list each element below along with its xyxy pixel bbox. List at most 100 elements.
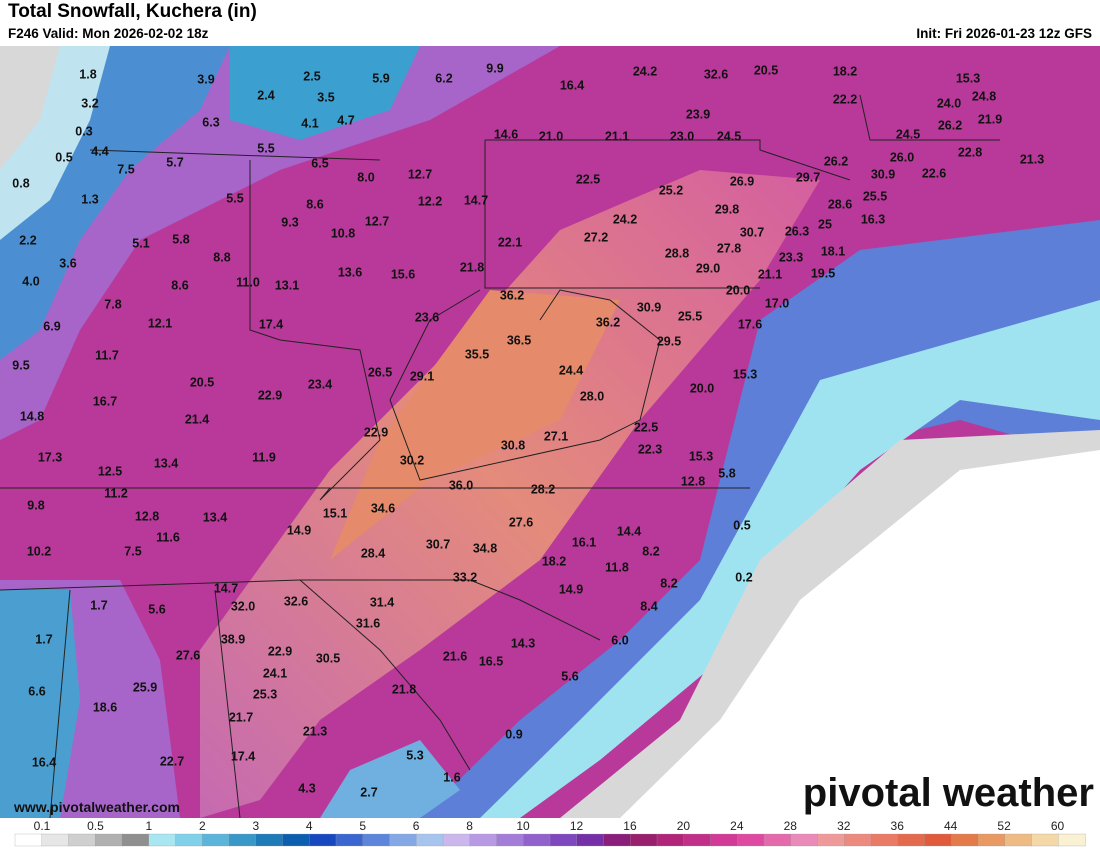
snowfall-label: 33.2 [453,570,477,584]
snowfall-label: 0.2 [735,570,752,584]
snowfall-label: 11.0 [236,275,260,289]
snowfall-label: 28.0 [580,389,604,403]
snowfall-label: 30.7 [426,537,450,551]
colorbar-cell [175,833,203,847]
snowfall-label: 8.6 [306,197,323,211]
snowfall-label: 8.6 [171,278,188,292]
colorbar-cell [309,833,337,847]
colorbar-label: 10 [516,819,530,833]
colorbar-cell [870,833,899,847]
snowfall-label: 26.9 [730,174,754,188]
snowfall-label: 12.8 [681,474,705,488]
snowfall-label: 12.2 [418,194,442,208]
colorbar-cell [844,833,872,847]
snowfall-label: 8.4 [640,599,657,613]
snowfall-label: 1.8 [79,67,96,81]
colorbar-label: 44 [944,819,958,833]
snowfall-label: 27.6 [176,648,200,662]
snowfall-label: 4.3 [298,781,315,795]
snowfall-label: 0.9 [505,727,522,741]
snowfall-label: 16.7 [93,394,117,408]
colorbar-label: 1 [146,819,153,833]
snowfall-label: 20.0 [690,381,714,395]
colorbar-cell [335,833,364,847]
snowfall-label: 36.2 [500,288,524,302]
snowfall-label: 17.0 [765,296,789,310]
colorbar-cell [549,833,578,847]
snowfall-label: 6.3 [202,115,219,129]
snowfall-label: 5.3 [406,748,423,762]
snowfall-label: 29.8 [715,202,739,216]
snowfall-label: 8.0 [357,170,374,184]
colorbar-cell [389,833,417,847]
snowfall-label: 26.0 [890,150,914,164]
snowfall-label: 1.3 [81,192,98,206]
snowfall-label: 22.8 [958,145,982,159]
snowfall-label: 5.1 [132,236,149,250]
snowfall-label: 5.5 [257,141,274,155]
snowfall-label: 29.0 [696,261,720,275]
snowfall-label: 14.9 [559,582,583,596]
snowfall-label: 9.8 [27,498,44,512]
snowfall-label: 1.7 [35,632,52,646]
snowfall-label: 21.8 [460,260,484,274]
colorbar-label: 24 [730,819,744,833]
snowfall-label: 8.2 [642,544,659,558]
snowfall-label: 30.5 [316,651,340,665]
colorbar-cell [121,833,150,847]
colorbar-label: 5 [359,819,366,833]
colorbar-label: 6 [413,819,420,833]
snowfall-label: 5.8 [172,232,189,246]
snowfall-label: 6.6 [28,684,45,698]
colorbar-cell [362,833,391,847]
snowfall-label: 0.5 [733,518,750,532]
snowfall-label: 20.5 [754,63,778,77]
snowfall-label: 21.6 [443,649,467,663]
snowfall-label: 22.2 [833,92,857,106]
colorbar-cell [148,833,177,847]
colorbar-cell [41,833,70,847]
snowfall-label: 3.2 [81,96,98,110]
colorbar-cell [683,833,712,847]
snowfall-label: 21.1 [758,267,782,281]
snowfall-label: 21.0 [539,129,563,143]
snowfall-label: 25 [818,217,832,231]
snowfall-label: 6.2 [435,71,452,85]
snowfall-label: 11.6 [156,530,180,544]
snowfall-label: 28.6 [828,197,852,211]
colorbar-cell [202,833,230,847]
snowfall-label: 30.8 [501,438,525,452]
colorbar-cell [737,833,765,847]
snowfall-label: 1.6 [443,770,460,784]
snowfall-label: 14.9 [287,523,311,537]
colorbar-cell [1031,833,1059,847]
snowfall-label: 27.6 [509,515,533,529]
title: Total Snowfall, Kuchera (in) [8,1,257,22]
snowfall-label: 36.0 [449,478,473,492]
snowfall-label: 32.6 [284,594,308,608]
snowfall-label: 26.5 [368,365,392,379]
snowfall-label: 11.2 [104,486,128,500]
snowfall-label: 16.3 [861,212,885,226]
colorbar-label: 0.1 [34,819,51,833]
snowfall-label: 26.3 [785,224,809,238]
snowfall-label: 16.1 [572,535,596,549]
snowfall-label: 21.4 [185,412,209,426]
snowfall-label: 14.4 [617,524,641,538]
snowfall-labels: 1.8 3.9 2.5 5.9 6.2 9.9 3.2 2.4 3.5 0.3 6.3 4.1 4.7 1… [12,61,1044,799]
colorbar-label: 32 [837,819,851,833]
snowfall-label: 28.4 [361,546,385,560]
snowfall-label: 13.4 [203,510,227,524]
colorbar-cell [710,833,738,847]
snowfall-label: 22.9 [268,644,292,658]
snowfall-label: 17.4 [231,749,255,763]
colorbar-cell [977,833,1006,847]
snowfall-label: 21.1 [605,129,629,143]
snowfall-label: 12.7 [365,214,389,228]
snowfall-label: 5.6 [561,669,578,683]
snowfall-label: 17.4 [259,317,283,331]
snowfall-label: 24.0 [937,96,961,110]
snowfall-label: 24.5 [717,129,741,143]
snowfall-label: 15.6 [391,267,415,281]
